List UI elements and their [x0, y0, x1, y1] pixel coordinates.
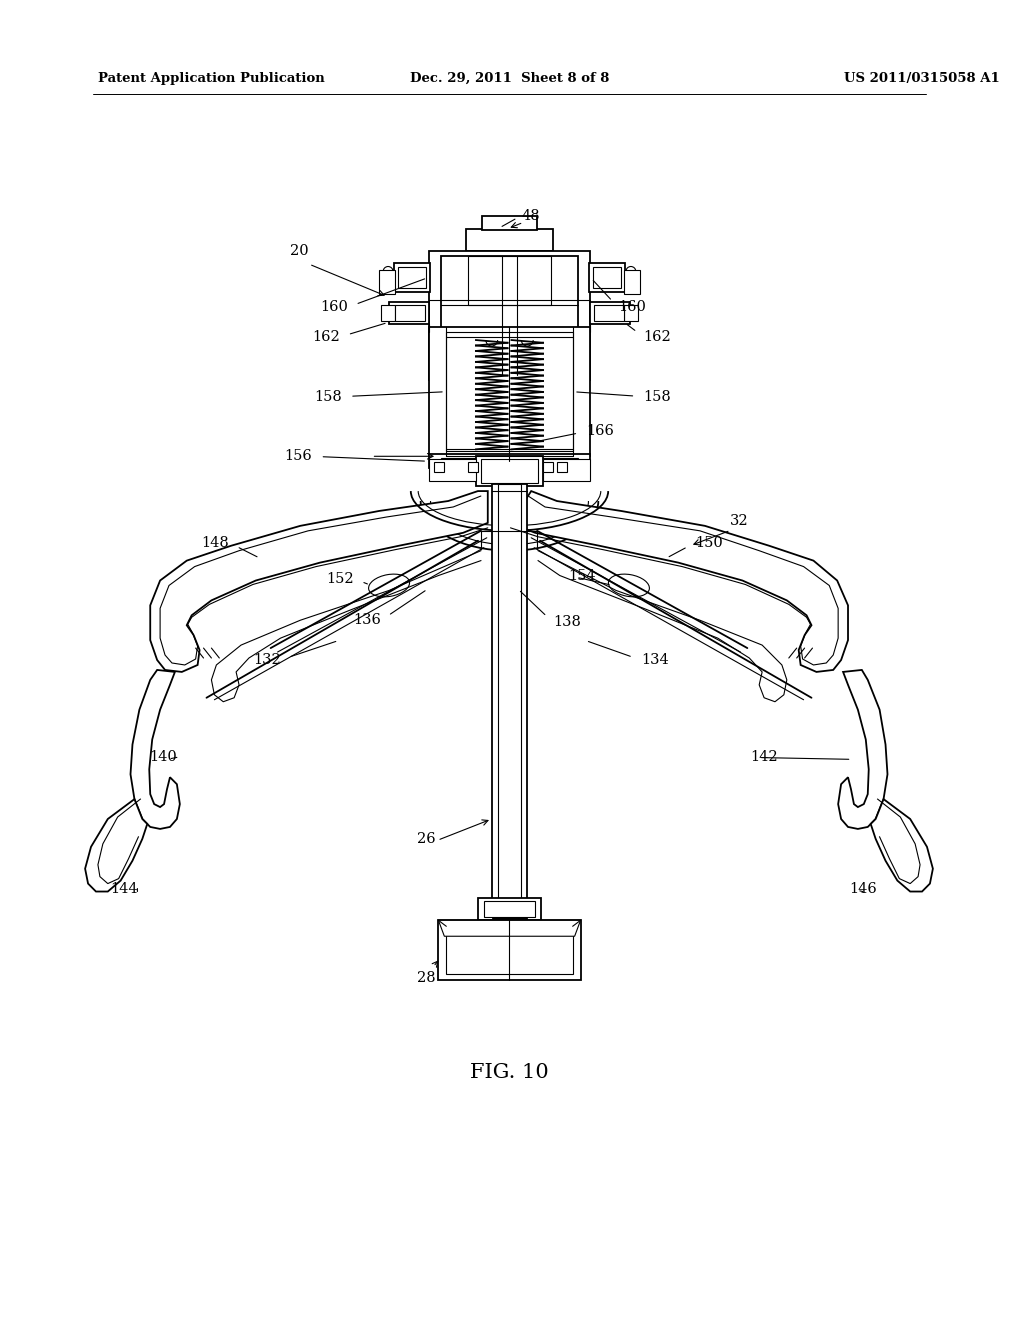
- Ellipse shape: [369, 574, 410, 597]
- Bar: [482, 216, 538, 230]
- Text: 20: 20: [291, 244, 309, 257]
- Text: 158: 158: [644, 389, 672, 404]
- Text: 150: 150: [695, 536, 723, 549]
- Text: 144: 144: [110, 882, 137, 895]
- Bar: [446, 927, 572, 974]
- Text: 32: 32: [729, 513, 749, 528]
- Bar: [590, 263, 625, 292]
- Bar: [379, 271, 395, 294]
- Text: 146: 146: [849, 882, 877, 895]
- Text: 140: 140: [150, 750, 177, 764]
- Bar: [591, 302, 630, 325]
- Bar: [446, 333, 572, 451]
- Text: 158: 158: [314, 389, 342, 404]
- Bar: [466, 228, 553, 251]
- Bar: [594, 305, 624, 321]
- Bar: [481, 459, 538, 483]
- Bar: [624, 305, 638, 321]
- Bar: [395, 305, 425, 321]
- Text: 26: 26: [417, 832, 435, 846]
- Text: 148: 148: [202, 536, 229, 549]
- Polygon shape: [438, 920, 581, 936]
- Bar: [429, 454, 591, 469]
- Text: 166: 166: [587, 425, 614, 438]
- Text: 152: 152: [326, 572, 353, 586]
- Polygon shape: [870, 799, 933, 891]
- Bar: [492, 484, 527, 921]
- Text: 160: 160: [618, 300, 646, 314]
- Polygon shape: [151, 491, 487, 672]
- Bar: [398, 267, 426, 288]
- Bar: [483, 902, 536, 917]
- Text: 142: 142: [751, 750, 778, 764]
- Polygon shape: [511, 491, 848, 672]
- Text: Dec. 29, 2011  Sheet 8 of 8: Dec. 29, 2011 Sheet 8 of 8: [410, 73, 609, 86]
- Bar: [468, 462, 478, 473]
- Text: 136: 136: [353, 614, 381, 627]
- Bar: [381, 305, 395, 321]
- Bar: [543, 459, 591, 480]
- Bar: [434, 462, 444, 473]
- Bar: [593, 267, 621, 288]
- Polygon shape: [130, 671, 180, 829]
- Text: 132: 132: [253, 653, 281, 667]
- Text: 48: 48: [521, 209, 540, 223]
- Text: 160: 160: [319, 300, 347, 314]
- Bar: [543, 462, 553, 473]
- Text: 162: 162: [644, 330, 672, 345]
- Bar: [429, 251, 591, 380]
- Bar: [476, 457, 543, 486]
- Bar: [478, 899, 541, 920]
- Text: US 2011/0315058 A1: US 2011/0315058 A1: [844, 73, 999, 86]
- Bar: [624, 271, 640, 294]
- Bar: [557, 462, 566, 473]
- Bar: [438, 920, 581, 979]
- Ellipse shape: [608, 574, 649, 597]
- Bar: [429, 459, 476, 480]
- Bar: [468, 256, 551, 305]
- Text: 28: 28: [417, 972, 435, 985]
- Text: 162: 162: [312, 330, 340, 345]
- Bar: [394, 263, 429, 292]
- Bar: [498, 484, 521, 921]
- Bar: [441, 458, 578, 469]
- Bar: [441, 256, 578, 375]
- Text: 134: 134: [641, 653, 669, 667]
- Text: Patent Application Publication: Patent Application Publication: [98, 73, 325, 86]
- Bar: [429, 327, 591, 457]
- Text: 156: 156: [285, 449, 312, 463]
- Text: FIG. 10: FIG. 10: [470, 1063, 549, 1082]
- Polygon shape: [85, 799, 147, 891]
- Text: 138: 138: [553, 615, 581, 630]
- Bar: [389, 302, 429, 325]
- Text: 154: 154: [568, 569, 596, 582]
- Polygon shape: [838, 671, 888, 829]
